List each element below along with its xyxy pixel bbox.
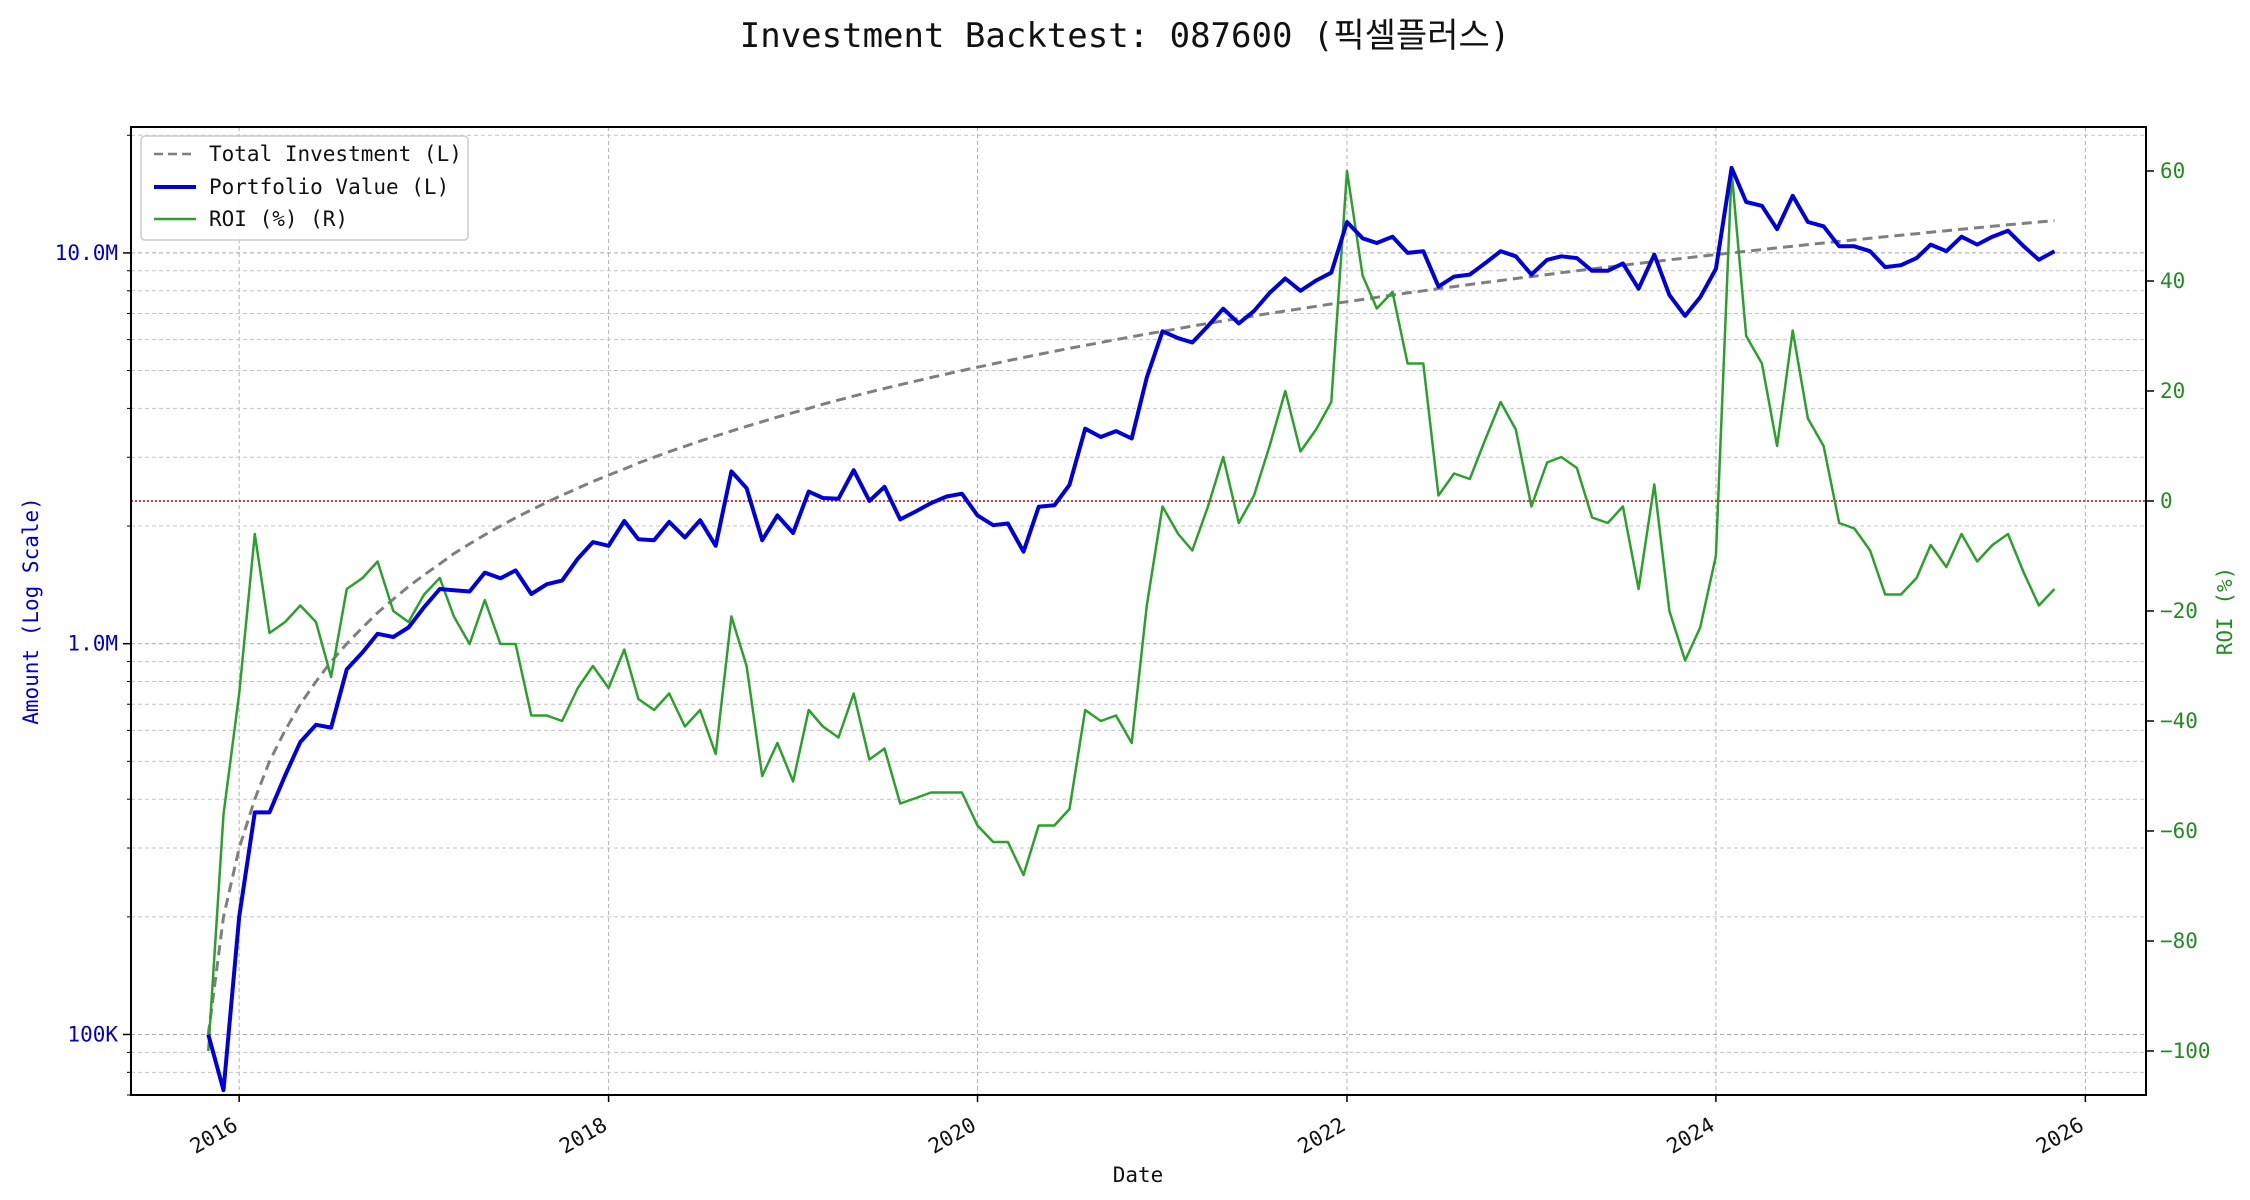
legend-roi-label: ROI (%) (R) <box>209 207 348 231</box>
y-left-axis: 100K 1.0M 10.0M <box>55 134 131 1096</box>
y-right-tick-label: −80 <box>2160 929 2198 953</box>
legend-box <box>140 135 469 241</box>
x-tick-label: 2018 <box>555 1113 611 1159</box>
y-left-tick-label: 1.0M <box>67 632 118 656</box>
y-right-tick-label: −100 <box>2160 1039 2211 1063</box>
chart-title: Investment Backtest: 087600 (픽셀플러스) <box>740 16 1511 56</box>
y-right-tick-label: 0 <box>2160 489 2173 513</box>
roi-line <box>207 169 2056 1052</box>
y-right-tick-label: 40 <box>2160 269 2185 293</box>
legend-portfolio-label: Portfolio Value (L) <box>209 175 449 199</box>
y-right-tick-label: −20 <box>2160 599 2198 623</box>
x-axis-label: Date <box>1113 1163 1164 1187</box>
legend: Total Investment (L) Portfolio Value (L)… <box>140 135 469 241</box>
x-axis: 2016 2018 2020 2022 2024 2026 <box>186 1095 2088 1159</box>
x-tick-label: 2020 <box>924 1113 980 1159</box>
x-tick-label: 2022 <box>1294 1113 1350 1159</box>
grid-layer <box>131 127 2146 1096</box>
x-tick-label: 2016 <box>186 1113 242 1159</box>
y-right-tick-label: 60 <box>2160 159 2185 183</box>
y-left-tick-label: 100K <box>67 1022 118 1046</box>
total-investment-line <box>206 219 2055 1035</box>
y-right-axis: 60 40 20 0 −20 −40 −60 −80 −100 <box>2146 159 2211 1063</box>
y-right-tick-label: −40 <box>2160 709 2198 733</box>
y-right-axis-label: ROI (%) <box>2213 567 2237 656</box>
x-tick-label: 2026 <box>2032 1113 2088 1159</box>
portfolio-value-line <box>206 165 2056 1093</box>
plot-frame <box>130 126 2147 1096</box>
y-right-tick-label: 20 <box>2160 379 2185 403</box>
legend-investment-label: Total Investment (L) <box>209 142 462 166</box>
y-left-axis-label: Amount (Log Scale) <box>19 497 43 725</box>
series-layer <box>206 165 2056 1093</box>
x-tick-label: 2024 <box>1663 1113 1719 1159</box>
y-left-tick-label: 10.0M <box>55 241 118 265</box>
y-right-tick-label: −60 <box>2160 819 2198 843</box>
